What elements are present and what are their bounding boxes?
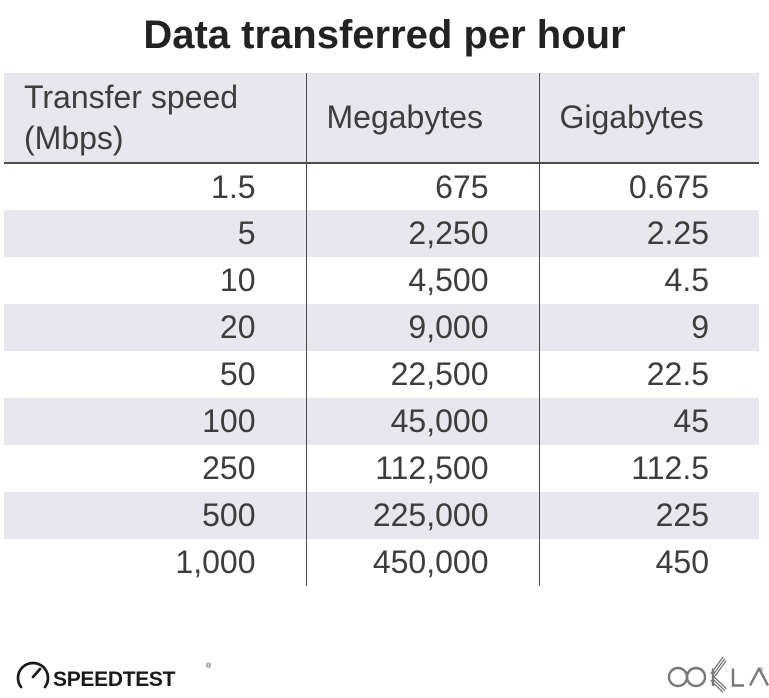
svg-text:®: ® (759, 667, 764, 674)
svg-text:SPEEDTEST: SPEEDTEST (53, 668, 176, 691)
